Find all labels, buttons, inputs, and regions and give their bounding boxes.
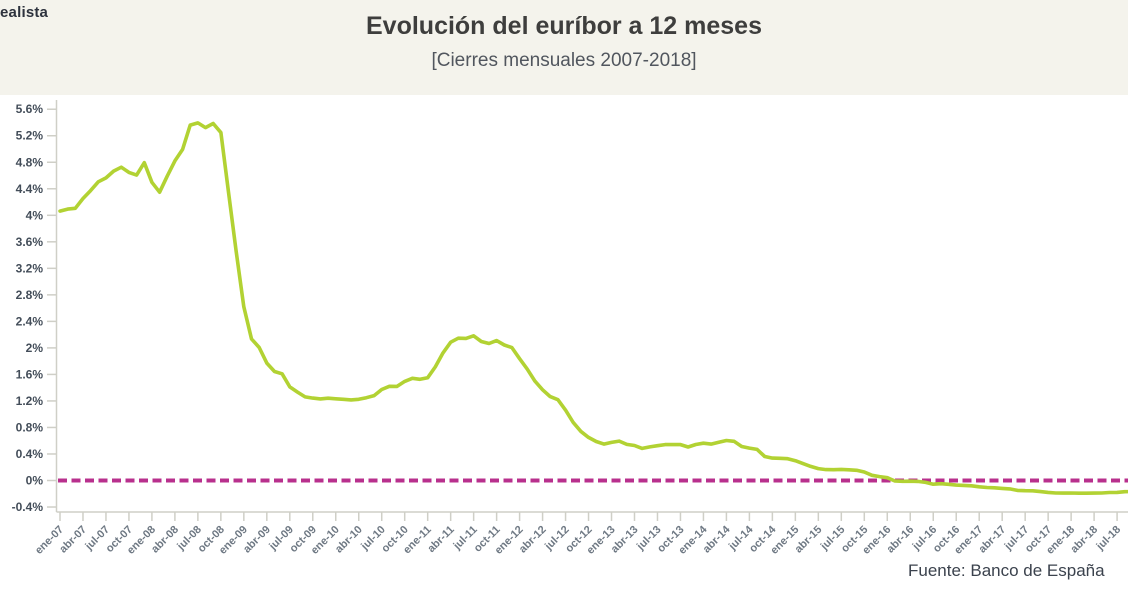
y-tick-label: 0% (26, 474, 44, 488)
x-tick-label: jul-18 (1094, 524, 1124, 554)
y-tick-label: 3.6% (16, 235, 44, 249)
x-axis: ene-07abr-07jul-07oct-07ene-08abr-08jul-… (33, 511, 1128, 557)
y-tick-label: 2.8% (16, 288, 44, 302)
y-tick-label: 4% (26, 208, 44, 222)
y-tick-label: 4.4% (16, 182, 44, 196)
y-tick-label: 1.6% (16, 367, 44, 381)
y-tick-label: 0.4% (16, 447, 44, 461)
y-tick-label: 3.2% (16, 261, 44, 275)
chart-header-band: ealista Evolución del euríbor a 12 meses… (0, 0, 1128, 95)
y-tick-label: 1.2% (16, 394, 44, 408)
x-tick-label: abr-11 (425, 524, 456, 555)
y-tick-label: 4.8% (16, 155, 44, 169)
idealista-logo: ealista (0, 4, 49, 21)
y-tick-label: 5.2% (16, 129, 44, 143)
source-caption: Fuente: Banco de España (908, 561, 1105, 580)
y-tick-label: 2% (26, 341, 44, 355)
y-tick-label: 2.4% (16, 314, 44, 328)
x-tick-label: abr-14 (701, 523, 733, 555)
euribor-series-line (58, 121, 1128, 496)
y-tick-label: 5.6% (16, 102, 44, 116)
y-tick-label: -0.4% (12, 500, 44, 514)
y-axis: 5.6% 5.2% 4.8% 4.4% 4% 3.6% 3.2% 2.8% 2.4% 2% 1.6%… (12, 100, 58, 514)
y-tick-label: 0.8% (16, 420, 44, 434)
chart-subtitle: [Cierres mensuales 2007-2018] (431, 50, 697, 71)
chart-title: Evolución del euríbor a 12 meses (366, 12, 762, 40)
